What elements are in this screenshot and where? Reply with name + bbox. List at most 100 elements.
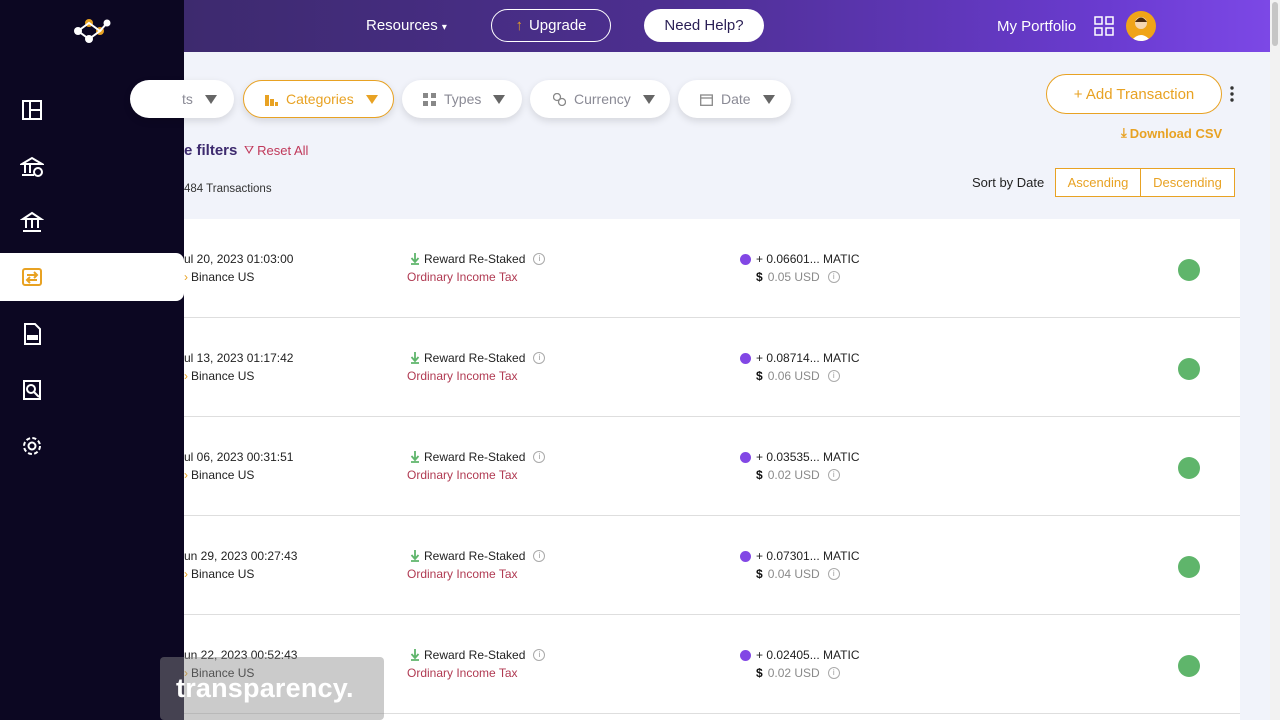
tx-exchange: › Binance US bbox=[184, 666, 254, 680]
reset-all-button[interactable]: ⛛ Reset All bbox=[244, 143, 308, 158]
avatar[interactable] bbox=[1126, 11, 1156, 41]
date-filter-label: Date bbox=[721, 91, 751, 107]
more-options-icon[interactable] bbox=[1229, 86, 1235, 102]
info-icon[interactable]: i bbox=[827, 271, 840, 283]
tx-tax-category: Ordinary Income Tax bbox=[407, 468, 518, 482]
tx-exchange-label: Binance US bbox=[191, 567, 255, 581]
sidebar-item-dashboard[interactable] bbox=[0, 86, 184, 134]
sort-label: Sort by Date bbox=[972, 175, 1045, 190]
sidebar-item-bank-settings[interactable] bbox=[0, 143, 184, 191]
info-icon[interactable]: i bbox=[533, 550, 546, 562]
accounts-filter[interactable]: ts bbox=[130, 80, 234, 118]
sidebar-item-reports[interactable] bbox=[0, 366, 184, 414]
filter-reset-icon: ⛛ bbox=[244, 143, 255, 157]
table-row[interactable]: ul 20, 2023 01:03:00 › Binance US Reward … bbox=[184, 219, 1240, 318]
sidebar-item-bank[interactable] bbox=[0, 198, 184, 246]
info-icon[interactable]: i bbox=[533, 649, 546, 661]
table-row[interactable]: ul 13, 2023 01:17:42 › Binance US Reward … bbox=[184, 318, 1240, 417]
download-arrow-icon bbox=[410, 352, 420, 364]
download-csv-link[interactable]: ⤓ Download CSV bbox=[1121, 125, 1222, 141]
dashboard-icon bbox=[22, 100, 42, 120]
types-icon bbox=[423, 92, 436, 106]
types-filter-label: Types bbox=[444, 91, 482, 107]
thumbs-up-icon[interactable] bbox=[1178, 556, 1200, 578]
search-report-icon bbox=[23, 380, 41, 400]
need-help-button[interactable]: Need Help? bbox=[644, 9, 764, 42]
bank-settings-icon bbox=[20, 156, 44, 177]
arrow-right-icon: › bbox=[184, 369, 188, 383]
date-filter[interactable]: Date bbox=[678, 80, 791, 118]
page-scrollbar[interactable] bbox=[1270, 0, 1280, 720]
sidebar-item-transactions[interactable] bbox=[0, 253, 184, 301]
matic-icon bbox=[740, 649, 751, 661]
tx-exchange-label: Binance US bbox=[191, 468, 255, 482]
table-row[interactable]: un 29, 2023 00:27:43 › Binance US Reward … bbox=[184, 516, 1240, 615]
transactions-table: ul 20, 2023 01:03:00 › Binance US Reward … bbox=[184, 219, 1240, 720]
tx-amount-label: + 0.06601... MATIC bbox=[756, 252, 860, 266]
info-icon[interactable]: i bbox=[827, 568, 840, 580]
transaction-count: 484 Transactions bbox=[184, 183, 272, 195]
tx-amount-label: + 0.08714... MATIC bbox=[756, 351, 860, 365]
upgrade-button[interactable]: ↑ Upgrade bbox=[491, 9, 611, 42]
dollar-icon: $ bbox=[756, 369, 763, 383]
tx-usd: $0.02 USD i bbox=[756, 468, 840, 482]
info-icon[interactable]: i bbox=[533, 253, 546, 265]
sidebar bbox=[0, 0, 184, 720]
add-transaction-button[interactable]: + Add Transaction bbox=[1046, 74, 1222, 114]
table-row[interactable]: ul 06, 2023 00:31:51 › Binance US Reward … bbox=[184, 417, 1240, 516]
tx-tax-category: Ordinary Income Tax bbox=[407, 270, 518, 284]
tx-exchange: › Binance US bbox=[184, 270, 254, 284]
tx-type-label: Reward Re-Staked bbox=[424, 351, 526, 365]
video-caption: transparency. bbox=[160, 657, 384, 720]
my-portfolio-link[interactable]: My Portfolio bbox=[997, 18, 1077, 35]
tx-type-label: Reward Re-Staked bbox=[424, 252, 526, 266]
tx-amount: + 0.08714... MATIC bbox=[740, 351, 860, 365]
tx-date: un 29, 2023 00:27:43 bbox=[184, 549, 298, 563]
sidebar-item-tax[interactable] bbox=[0, 310, 184, 358]
thumbs-up-icon[interactable] bbox=[1178, 358, 1200, 380]
caret-down-icon bbox=[642, 94, 655, 104]
info-icon[interactable]: i bbox=[533, 451, 546, 463]
arrow-right-icon: › bbox=[184, 270, 188, 284]
currency-filter[interactable]: Currency bbox=[530, 80, 670, 118]
tx-type: Reward Re-Staked i bbox=[410, 450, 546, 464]
upgrade-label: Upgrade bbox=[528, 17, 587, 34]
types-filter[interactable]: Types bbox=[402, 80, 522, 118]
tx-usd-label: 0.02 USD bbox=[767, 468, 820, 482]
tx-tax-category: Ordinary Income Tax bbox=[407, 567, 518, 581]
sort-ascending-button[interactable]: Ascending bbox=[1055, 168, 1141, 197]
tx-date: ul 20, 2023 01:03:00 bbox=[184, 252, 294, 266]
info-icon[interactable]: i bbox=[827, 469, 840, 481]
info-icon[interactable]: i bbox=[827, 370, 840, 382]
table-row[interactable]: un 22, 2023 00:52:43 › Binance US Reward … bbox=[184, 615, 1240, 714]
caret-down-icon bbox=[493, 94, 506, 104]
thumbs-up-icon[interactable] bbox=[1178, 457, 1200, 479]
accounts-filter-label: ts bbox=[182, 91, 193, 107]
apps-grid-icon[interactable] bbox=[1094, 16, 1114, 36]
tx-date: ul 13, 2023 01:17:42 bbox=[184, 351, 294, 365]
arrow-up-icon: ↑ bbox=[515, 17, 523, 34]
thumbs-up-icon[interactable] bbox=[1178, 259, 1200, 281]
sidebar-item-settings[interactable] bbox=[0, 422, 184, 470]
active-filters-label: e filters bbox=[184, 142, 238, 159]
top-header: Resources ▾ ↑ Upgrade Need Help? My Port… bbox=[184, 0, 1270, 52]
logo-icon[interactable] bbox=[72, 17, 112, 45]
scroll-thumb[interactable] bbox=[1272, 2, 1278, 46]
tx-usd: $0.04 USD i bbox=[756, 567, 840, 581]
sort-descending-button[interactable]: Descending bbox=[1140, 168, 1235, 197]
info-icon[interactable]: i bbox=[533, 352, 546, 364]
tx-tax-category: Ordinary Income Tax bbox=[407, 666, 518, 680]
thumbs-up-icon[interactable] bbox=[1178, 655, 1200, 677]
categories-filter-label: Categories bbox=[286, 91, 354, 107]
info-icon[interactable]: i bbox=[827, 667, 840, 679]
categories-filter[interactable]: Categories bbox=[243, 80, 394, 118]
tx-exchange: › Binance US bbox=[184, 567, 254, 581]
tx-type: Reward Re-Staked i bbox=[410, 252, 546, 266]
calendar-icon bbox=[700, 93, 713, 106]
resources-menu[interactable]: Resources ▾ bbox=[366, 17, 447, 34]
download-arrow-icon bbox=[410, 649, 420, 661]
arrow-right-icon: › bbox=[184, 567, 188, 581]
caret-down-icon bbox=[762, 94, 775, 104]
resources-label: Resources bbox=[366, 17, 438, 34]
tx-type-label: Reward Re-Staked bbox=[424, 549, 526, 563]
